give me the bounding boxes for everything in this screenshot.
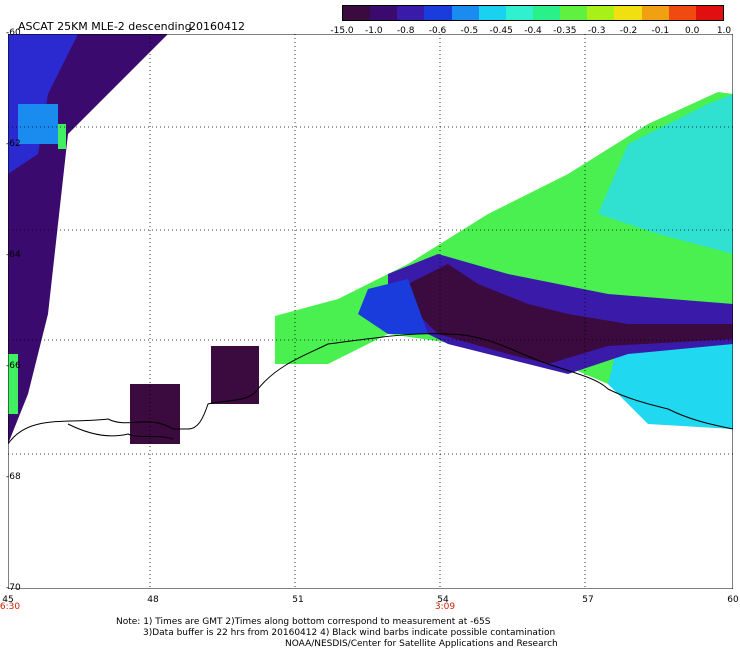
- colorbar-label: -15.0: [330, 26, 354, 36]
- map-plot: [8, 34, 733, 589]
- colorbar-segment: [668, 6, 696, 20]
- colorbar-segment: [532, 6, 561, 20]
- x-tick-label: 54: [437, 595, 449, 605]
- swath-east-cyan2: [608, 334, 733, 429]
- block-2: [211, 346, 259, 404]
- colorbar-label: 0.0: [684, 26, 700, 36]
- grid: [8, 34, 733, 589]
- time-label: 3:09: [434, 602, 456, 612]
- colorbar-label: -0.1: [651, 26, 670, 36]
- x-tick-label: 45: [2, 595, 14, 605]
- colorbar-label: -0.6: [428, 26, 447, 36]
- x-tick-label: 57: [582, 595, 594, 605]
- colorbar-segment: [343, 6, 371, 20]
- time-label: 6:30: [0, 602, 21, 612]
- swath-west-green: [58, 124, 66, 149]
- colorbar-segment: [397, 6, 425, 20]
- colorbar-segment: [424, 6, 452, 20]
- colorbar-label: -0.2: [619, 26, 638, 36]
- swath-west-cyan: [18, 104, 58, 144]
- note-line-1: Note: 1) Times are GMT 2)Times along bot…: [116, 617, 491, 627]
- colorbar-segment: [695, 6, 723, 20]
- x-tick-label: 51: [292, 595, 304, 605]
- colorbar-label: -0.3: [587, 26, 606, 36]
- map-title: ASCAT 25KM MLE-2 descending: [18, 20, 192, 33]
- swath-east-blue: [358, 279, 428, 334]
- swath-west-green2: [8, 354, 18, 414]
- colorbar-segment: [370, 6, 398, 20]
- swath-data: [8, 34, 733, 444]
- swath-east-cyan: [598, 94, 733, 254]
- y-tick-label: -66: [6, 361, 21, 371]
- x-tick-label: 60: [727, 595, 739, 605]
- colorbar-segment: [505, 6, 533, 20]
- map-date: 20160412: [189, 20, 245, 33]
- block-1: [130, 384, 180, 444]
- coastline-west: [8, 333, 733, 445]
- colorbar-segment: [614, 6, 642, 20]
- colorbar-label: -0.45: [489, 26, 513, 36]
- coastline-detail: [67, 423, 174, 440]
- swath-east-dark: [408, 264, 733, 364]
- coastline: [8, 333, 733, 445]
- y-tick-label: -62: [6, 139, 21, 149]
- y-tick-label: -60: [6, 28, 21, 38]
- colorbar: [342, 5, 724, 21]
- colorbar-segment: [451, 6, 479, 20]
- colorbar-label: -0.35: [553, 26, 577, 36]
- colorbar-label: -1.0: [365, 26, 383, 36]
- note-line-2: 3)Data buffer is 22 hrs from 20160412 4)…: [143, 628, 556, 638]
- y-tick-label: -70: [6, 583, 21, 593]
- colorbar-label: -0.8: [396, 26, 415, 36]
- y-tick-label: -64: [6, 250, 21, 260]
- colorbar-segment: [478, 6, 506, 20]
- colorbar-label: -0.4: [524, 26, 542, 36]
- colorbar-segment: [560, 6, 588, 20]
- colorbar-label: -0.5: [460, 26, 479, 36]
- x-tick-label: 48: [147, 595, 159, 605]
- colorbar-segment: [587, 6, 615, 20]
- colorbar-segment: [641, 6, 669, 20]
- y-tick-label: -68: [6, 472, 21, 482]
- note-line-3: NOAA/NESDIS/Center for Satellite Applica…: [285, 639, 558, 649]
- colorbar-label: 1.0: [716, 26, 732, 36]
- colorbar-labels: -15.0 -1.0 -0.8 -0.6 -0.5 -0.45 -0.4 -0.35 -0.3 -…: [328, 26, 738, 38]
